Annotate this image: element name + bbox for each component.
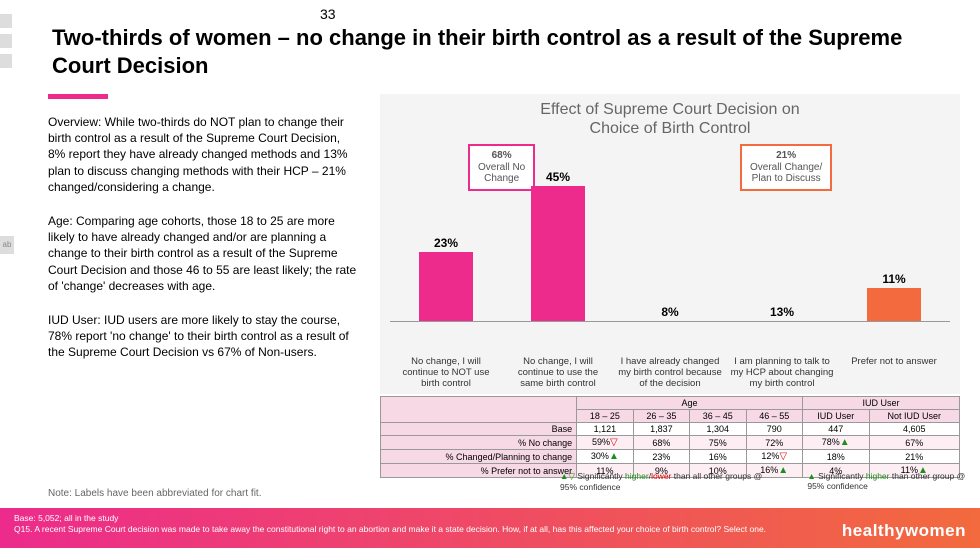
breakdown-table: AgeIUD User18 – 2526 – 3536 – 4546 – 55I… [380,396,960,478]
x-axis-label: I have already changed my birth control … [614,357,726,390]
bar-rect [531,186,585,321]
left-edge-stubs [0,14,12,74]
sidebar-tab: ab [0,236,14,254]
bar-rect [419,252,473,321]
bar-value-label: 13% [770,305,794,319]
slide-title: Two-thirds of women – no change in their… [52,24,950,79]
chart-note: Note: Labels have been abbreviated for c… [48,488,261,499]
overview-p1: Overview: While two-thirds do NOT plan t… [48,114,358,195]
overview-p3: IUD User: IUD users are more likely to s… [48,312,358,361]
bar-value-label: 11% [882,272,905,286]
overview-p2: Age: Comparing age cohorts, those 18 to … [48,213,358,294]
x-axis-label: Prefer not to answer [838,357,950,390]
bar-slot: 23% [390,252,502,321]
x-axis-label: No change, I will continue to use the sa… [502,357,614,390]
legend-iud: ▲ Significantly higher than other group … [807,471,980,492]
chart-title: Effect of Supreme Court Decision onChoic… [380,94,960,138]
bar-value-label: 45% [546,170,570,184]
x-axis-label: No change, I will continue to NOT use bi… [390,357,502,390]
footer-text: Base: 5,052; all in the study Q15. A rec… [14,513,766,534]
bar-slot: 45% [502,186,614,321]
overview-text: Overview: While two-thirds do NOT plan t… [48,114,358,378]
accent-bar [48,94,108,99]
chart-bars: 23%45%8%13%11% [390,172,950,322]
chart-x-labels: No change, I will continue to NOT use bi… [390,357,950,390]
page-number: 33 [320,6,336,22]
bar-slot: 11% [838,288,950,321]
bar-chart: Effect of Supreme Court Decision onChoic… [380,94,960,394]
brand-logo: healthywomen [842,520,966,541]
legend-age: ▲▽ Significantly higher/lower than all o… [560,471,767,492]
x-axis-label: I am planning to talk to my HCP about ch… [726,357,838,390]
bar-rect [867,288,921,321]
significance-legend: ▲▽ Significantly higher/lower than all o… [560,471,980,492]
bar-value-label: 23% [434,236,458,250]
bar-value-label: 8% [661,305,678,319]
slide-footer: Base: 5,052; all in the study Q15. A rec… [0,508,980,548]
